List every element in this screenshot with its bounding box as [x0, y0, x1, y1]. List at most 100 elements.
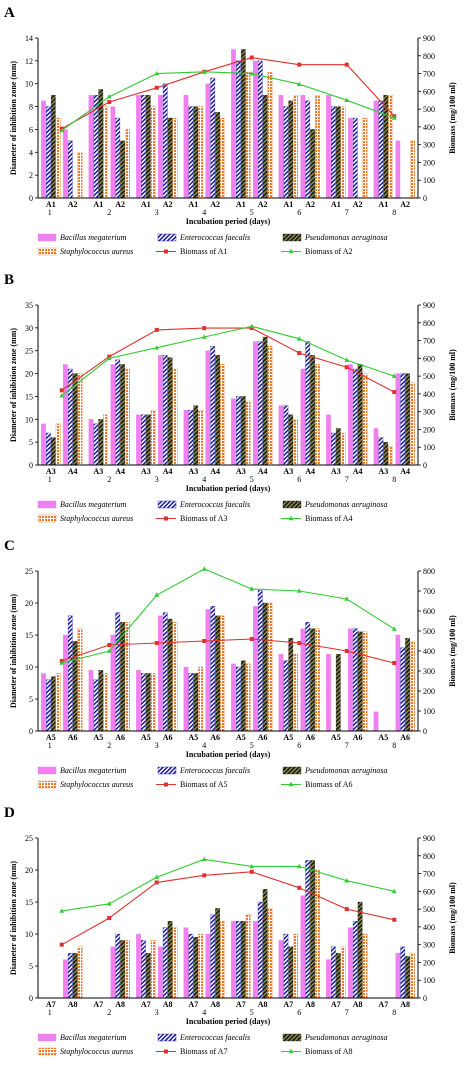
bar-a8 — [267, 908, 273, 999]
bar-a3 — [183, 409, 189, 466]
bar-a5 — [41, 673, 46, 732]
bar-a8 — [115, 933, 121, 999]
y2-axis-title: Biomass (mg/100 ml) — [448, 82, 457, 154]
y2-tick-label: 100 — [423, 443, 435, 452]
y-tick-label: 10 — [25, 415, 33, 424]
bar-a2 — [395, 140, 401, 199]
y2-tick-label: 700 — [423, 587, 435, 596]
day-label: 3 — [155, 741, 159, 750]
isolate-label: A4 — [115, 467, 125, 476]
bar-a4 — [262, 336, 268, 466]
bar-a6 — [400, 647, 406, 732]
bar-a1 — [340, 106, 346, 199]
bar-a4 — [405, 373, 410, 466]
bar-a3 — [98, 419, 104, 466]
bar-a5 — [236, 666, 241, 732]
bar-a8 — [395, 953, 401, 999]
bar-a2 — [267, 72, 273, 199]
y-tick-label: 14 — [25, 34, 33, 43]
legend-swatch — [37, 233, 57, 242]
bar-a4 — [210, 345, 216, 466]
legend-label: Staphylococcus aureus — [60, 247, 133, 256]
isolate-label: A8 — [258, 1000, 268, 1009]
isolate-label: A8 — [210, 1000, 220, 1009]
bar-a8 — [215, 908, 220, 999]
isolate-label: A4 — [305, 467, 315, 476]
day-label: 4 — [202, 475, 206, 484]
biomass-point — [249, 55, 254, 60]
legend-swatch — [37, 1047, 57, 1056]
bar-a2 — [77, 152, 83, 199]
bar-a8 — [405, 956, 410, 999]
panel-letter: B — [4, 272, 14, 288]
isolate-label: A6 — [400, 733, 410, 742]
bar-a3 — [331, 432, 336, 466]
y-tick-label: 35 — [25, 301, 33, 310]
bar-a8 — [205, 933, 211, 999]
y-axis-title: Diameter of inhibition zone (mm) — [9, 61, 18, 175]
bar-a3 — [50, 437, 56, 466]
bar-a3 — [193, 405, 199, 466]
bar-a3 — [240, 396, 246, 466]
bar-a8 — [110, 946, 116, 999]
bar-a6 — [62, 634, 68, 732]
biomass-point — [344, 365, 349, 370]
y2-axis-title: Biomass (mg/100 ml) — [448, 882, 457, 954]
biomass-point — [201, 334, 207, 339]
legend-label: Bacillus megaterium — [60, 766, 127, 775]
isolate-label: A2 — [163, 200, 173, 209]
bar-a3 — [378, 437, 384, 466]
bar-a8 — [157, 946, 163, 999]
y2-tick-label: 0 — [423, 994, 427, 1003]
biomass-point — [107, 916, 112, 920]
bar-a3 — [55, 423, 61, 466]
legend-marker — [288, 515, 294, 521]
bar-a7 — [335, 953, 341, 999]
biomass-point — [107, 100, 112, 104]
legend-swatch — [37, 766, 57, 775]
bar-a5 — [240, 660, 246, 732]
bar-a1 — [46, 106, 51, 199]
isolate-label: A2 — [210, 200, 220, 209]
isolate-label: A8 — [305, 1000, 315, 1009]
biomass-point — [154, 85, 159, 90]
y2-tick-label: 100 — [423, 976, 435, 985]
isolate-label: A7 — [46, 1000, 56, 1009]
legend-swatch — [282, 1033, 302, 1042]
bar-a4 — [167, 357, 173, 466]
isolate-label: A4 — [163, 467, 173, 476]
y2-tick-label: 500 — [423, 627, 435, 636]
legend-label: Staphylococcus aureus — [60, 1047, 133, 1056]
isolate-label: A3 — [141, 467, 151, 476]
isolate-label: A3 — [378, 467, 388, 476]
biomass-point — [249, 637, 254, 641]
isolate-label: A7 — [331, 1000, 341, 1009]
y-tick-label: 10 — [25, 80, 33, 89]
biomass-point — [391, 373, 397, 378]
biomass-point — [154, 345, 160, 350]
bar-a3 — [288, 414, 294, 466]
biomass-point — [297, 885, 302, 890]
bar-a5 — [326, 654, 331, 732]
y-tick-label: 15 — [25, 392, 33, 401]
bar-a6 — [395, 634, 401, 732]
legend-swatch — [157, 233, 177, 242]
isolate-label: A6 — [163, 733, 173, 742]
bar-a8 — [262, 889, 268, 999]
biomass-point — [106, 648, 112, 653]
bar-a2 — [262, 94, 268, 199]
bar-a6 — [115, 612, 121, 732]
bar-a8 — [310, 860, 315, 999]
bar-a8 — [257, 901, 263, 999]
biomass-point — [59, 127, 65, 133]
biomass-point — [154, 874, 160, 879]
bar-a7 — [136, 933, 141, 999]
bar-a3 — [103, 414, 109, 466]
bar-a5 — [46, 679, 51, 732]
chart-panel-a: A024681012140100200300400500600700800900… — [4, 5, 457, 256]
legend-swatch — [282, 766, 302, 775]
bar-a4 — [400, 373, 406, 466]
day-label: 3 — [155, 208, 159, 217]
biomass-point — [249, 586, 255, 591]
